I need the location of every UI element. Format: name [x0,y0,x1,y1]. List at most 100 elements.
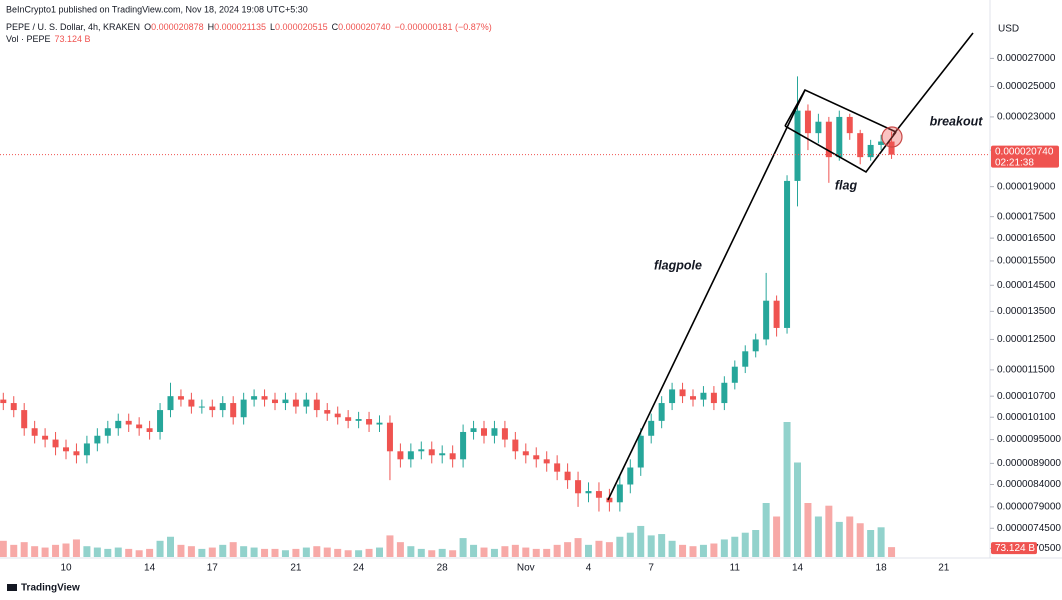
volume-bar [647,535,655,557]
y-tick-label: 0.000025000 [997,81,1056,92]
logo [7,584,17,591]
ohlc-label: H [208,22,215,32]
x-tick-label: 11 [730,563,741,574]
volume-bar [187,546,195,557]
candle-body [167,396,174,411]
volume-bar [773,516,781,557]
candle-body [763,300,770,340]
candle-body [240,399,247,418]
candle-body [42,435,49,440]
x-tick-label: 28 [437,563,449,574]
volume-bar [240,546,248,557]
x-tick-label: 4 [586,563,592,574]
y-tick-label: 0.0000095000 [997,434,1061,445]
candle-body [355,419,362,421]
annotation: flagpole [654,258,702,272]
candle-body [125,420,132,425]
volume-bar [208,547,216,557]
countdown: 02:21:38 [995,157,1034,168]
header: BeInCrypto1 published on TradingView.com… [6,4,492,44]
volume-bar [490,548,498,557]
volume-bar [804,503,812,557]
publisher: BeInCrypto1 published on TradingView.com… [6,4,308,14]
candle-layer [0,76,895,512]
candle-body [21,410,28,429]
candle-body [815,121,822,134]
candle-body [648,420,655,436]
candle-body [52,439,59,448]
volume-bar [125,548,133,557]
candle-body [470,428,477,432]
candle-body [669,389,676,404]
candle-body [303,399,310,407]
x-tick-label: 14 [792,563,804,574]
candle-body [83,443,90,456]
volume-bar [20,542,28,557]
candle-body [804,110,811,134]
change: −0.000000181 (−0.87%) [395,22,492,32]
candle-body [481,428,487,436]
candle-body [345,417,352,421]
volume-bar [470,544,478,557]
volume-bar [794,462,801,557]
volume-bar [376,547,383,557]
candle-body [825,121,832,158]
price-label-box [991,145,1059,168]
candle-body [10,403,17,411]
volume-bar [250,547,258,557]
y-tick-label: 0.000013500 [997,306,1056,317]
candle-body [198,406,205,408]
volume-bar [135,550,143,557]
candle-body [219,403,226,411]
candle-body [857,133,864,158]
candle-body [397,451,404,460]
ohlc-value: 0.000020878 [151,22,204,32]
y-tick-label: 0.000012500 [997,334,1056,345]
annotation: breakout [930,114,984,128]
candle-body [251,396,258,400]
volume-bar [888,547,896,557]
candle-body [418,449,425,452]
x-tick-label: 14 [144,563,156,574]
volume-bar [605,542,613,557]
candle-body [836,116,843,158]
candle-body [512,439,519,452]
volume-bar [292,548,300,557]
candle-body [522,451,529,456]
volume-bar [720,539,728,557]
volume-bar [595,540,603,557]
volume-bar [417,548,425,557]
candle-body [627,467,634,485]
volume-bar [72,539,80,557]
volume-bar [104,548,112,557]
volume-bar [846,516,854,557]
volume-bar [762,503,770,557]
volume-bar [564,542,572,557]
volume-bar [585,544,592,557]
footer: TradingView [7,583,80,594]
volume-bar [365,548,373,557]
symbol: PEPE / U. S. Dollar, 4h, KRAKEN [6,22,140,32]
volume-bar [62,543,70,557]
x-tick-label: 21 [290,563,302,574]
volume-bar [783,422,791,557]
candle-body [439,453,446,456]
volume-bar [532,548,540,557]
legend: PEPE / U. S. Dollar, 4h, KRAKEN O0.000020… [6,22,492,32]
y-tick-label: 0.000027000 [997,53,1056,64]
volume-bar [449,550,457,557]
volume-bar [198,548,206,557]
y-tick-label: 0.000019000 [997,181,1056,192]
volume-bar [344,550,352,557]
candle-body [146,428,153,432]
brand: TradingView [21,583,80,594]
volume-bar [31,546,39,557]
x-tick-label: 21 [938,563,950,574]
candle-body [157,410,164,432]
candle-body [261,396,268,400]
volume-bar [731,536,739,557]
volume-bar [396,542,404,557]
candle-body [460,431,467,460]
volume-bar [553,544,561,557]
